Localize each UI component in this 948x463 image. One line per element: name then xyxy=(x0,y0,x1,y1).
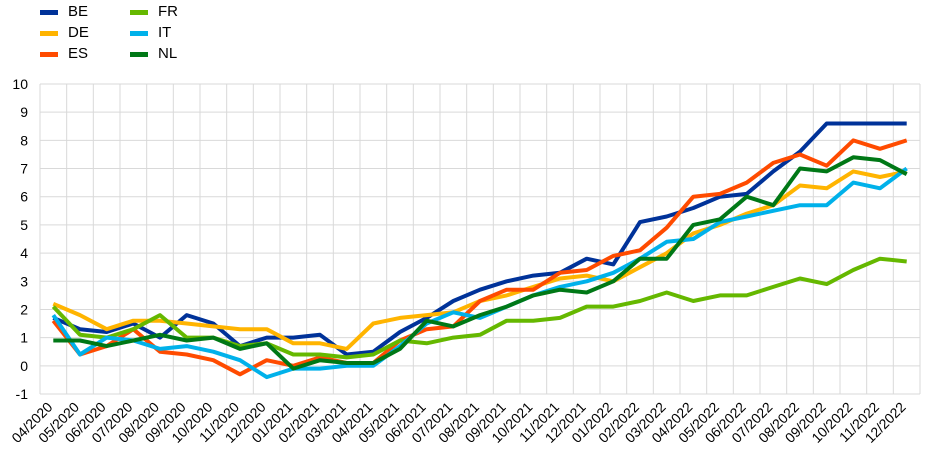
legend-label: FR xyxy=(158,3,178,20)
y-tick-label: 8 xyxy=(20,132,28,148)
y-tick-label: 4 xyxy=(20,245,28,261)
y-tick-label: 7 xyxy=(20,161,28,177)
legend: BE DE ES FR IT NL xyxy=(40,2,260,66)
series-lines xyxy=(51,121,908,380)
legend-item-de: DE xyxy=(40,23,89,43)
legend-swatch xyxy=(40,9,58,15)
legend-label: DE xyxy=(68,24,89,41)
legend-label: NL xyxy=(158,45,178,62)
legend-swatch xyxy=(130,51,148,57)
legend-item-it: IT xyxy=(130,23,171,43)
y-tick-label: 3 xyxy=(20,273,28,289)
legend-item-be: BE xyxy=(40,2,88,22)
y-tick-label: -1 xyxy=(16,386,29,402)
y-tick-label: 10 xyxy=(12,76,28,92)
legend-item-es: ES xyxy=(40,44,88,64)
legend-label: BE xyxy=(68,3,89,20)
legend-label: ES xyxy=(68,45,89,62)
y-tick-label: 6 xyxy=(20,189,28,205)
series-line-be xyxy=(52,121,907,357)
y-axis: -1 0 1 2 3 4 5 6 7 8 9 10 xyxy=(12,76,28,402)
series-line-es xyxy=(51,138,908,377)
legend-swatch xyxy=(130,30,148,36)
series-line-it xyxy=(51,166,908,380)
legend-swatch xyxy=(40,30,58,36)
legend-item-nl: NL xyxy=(130,44,177,64)
y-tick-label: 0 xyxy=(20,358,28,374)
x-axis: 04/202005/202006/202007/202008/202009/20… xyxy=(8,399,909,446)
y-tick-label: 9 xyxy=(20,104,28,120)
y-tick-label: 1 xyxy=(20,330,28,346)
legend-label: IT xyxy=(158,24,172,41)
legend-swatch xyxy=(40,51,58,57)
y-tick-label: 2 xyxy=(20,301,28,317)
series-line-nl xyxy=(53,155,908,371)
series-line-fr xyxy=(51,256,907,360)
y-tick-label: 5 xyxy=(20,217,28,233)
legend-item-fr: FR xyxy=(130,2,178,22)
legend-swatch xyxy=(130,9,148,15)
